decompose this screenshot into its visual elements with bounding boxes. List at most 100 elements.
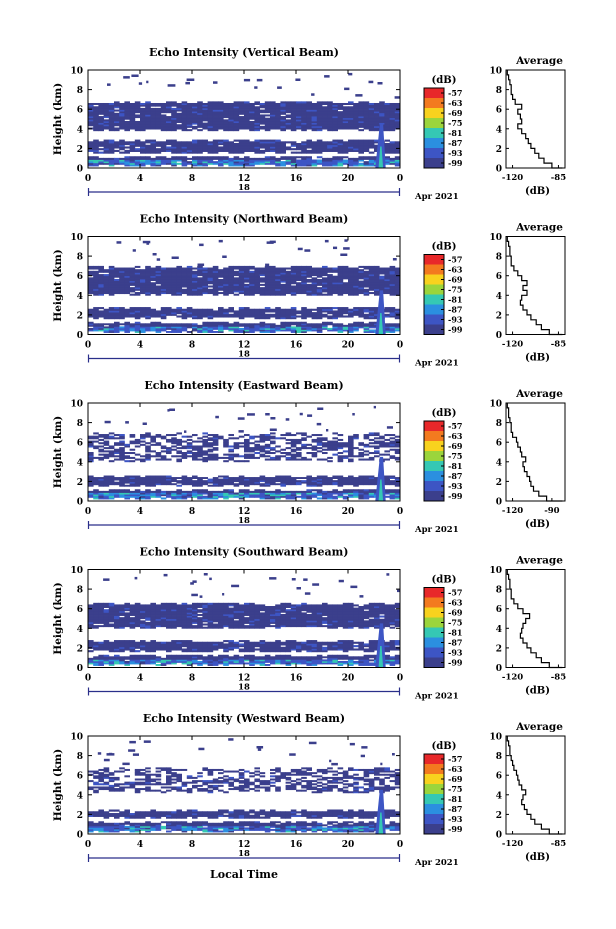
echo-cell — [108, 657, 115, 660]
echo-cell — [389, 161, 396, 164]
echo-cell — [311, 477, 318, 479]
echo-cell — [264, 490, 271, 493]
echo-cell — [358, 144, 364, 147]
echo-cell — [254, 143, 260, 146]
echo-cell — [155, 492, 162, 495]
echo-cell — [348, 102, 354, 106]
echo-cell — [93, 117, 99, 120]
echo-cell — [140, 659, 146, 662]
echo-cell — [134, 143, 141, 146]
echo-cell — [244, 117, 250, 120]
echo-cell — [181, 274, 188, 277]
echo-cell — [332, 477, 338, 479]
echo-cell — [150, 435, 156, 438]
echo-cell — [290, 450, 297, 453]
echo-cell — [108, 162, 115, 165]
echo-cell — [358, 458, 364, 461]
colorbar-tick-label: -69 — [448, 108, 463, 118]
echo-cell — [332, 432, 338, 435]
echo-cell — [140, 312, 146, 315]
echo-cell — [192, 156, 198, 159]
echo-cell — [171, 129, 177, 132]
echo-cell — [207, 288, 214, 291]
echo-cell — [160, 107, 167, 110]
echo-cell — [197, 458, 203, 461]
echo-cell — [259, 141, 266, 144]
echo-cell — [238, 323, 245, 326]
echo-cell — [316, 280, 323, 283]
echo-cell — [186, 162, 193, 165]
echo-cell — [285, 101, 292, 104]
echo-cell — [223, 149, 229, 152]
echo-cell — [384, 282, 390, 285]
echo-cell — [368, 438, 375, 441]
echo-cell — [337, 275, 344, 278]
echo-cell — [98, 269, 104, 272]
echo-cell — [316, 478, 323, 481]
echo-cell — [145, 483, 151, 486]
echo-cell — [389, 114, 396, 117]
echo-cell — [192, 280, 198, 283]
echo-cell — [218, 481, 224, 484]
echo-cell — [98, 265, 104, 268]
echo-cell — [363, 116, 370, 119]
echo-cell — [223, 456, 229, 459]
echo-cell — [93, 329, 99, 332]
echo-cell — [171, 141, 177, 144]
echo-cell — [228, 141, 234, 144]
echo-cell — [233, 104, 240, 107]
echo-cell — [353, 112, 359, 115]
echo-cell — [88, 492, 94, 495]
echo-cell — [254, 282, 260, 285]
echo-cell — [394, 111, 400, 114]
echo-cell — [311, 164, 318, 167]
echo-cell — [358, 164, 364, 167]
colorbar-swatch — [424, 421, 444, 432]
echo-cell — [280, 129, 286, 132]
echo-cell — [363, 157, 370, 160]
echo-cell — [218, 148, 224, 151]
echo-cell — [166, 125, 172, 128]
echo-cell — [311, 292, 318, 295]
echo-cell — [88, 321, 94, 324]
echo-cell — [119, 143, 125, 146]
echo-cell — [108, 280, 115, 283]
echo-cell — [379, 111, 385, 114]
echo-cell — [244, 293, 250, 296]
x-tick-label: 12 — [238, 174, 251, 184]
echo-cell — [244, 445, 250, 448]
echo-cell — [93, 109, 99, 112]
echo-cell — [244, 148, 250, 151]
echo-cell — [176, 480, 182, 483]
echo-cell — [264, 313, 271, 316]
echo-cell — [275, 317, 281, 320]
echo-cell — [280, 101, 286, 104]
echo-cell — [374, 144, 380, 147]
echo-cell — [223, 129, 229, 132]
echo-cell — [192, 111, 198, 114]
echo-cell — [290, 285, 297, 288]
echo-cell — [140, 495, 146, 498]
echo-cell — [379, 272, 385, 275]
echo-cell — [363, 141, 370, 144]
echo-cell — [88, 288, 94, 291]
echo-cell — [363, 492, 370, 495]
echo-cell — [207, 149, 214, 152]
echo-cell — [212, 434, 219, 437]
echo-cell — [389, 313, 396, 316]
echo-cell — [270, 270, 276, 273]
echo-cell — [327, 321, 333, 324]
echo-cell — [207, 278, 214, 281]
echo-cell — [192, 267, 198, 270]
echo-speck — [285, 418, 290, 421]
echo-cell — [103, 157, 110, 160]
echo-cell — [327, 492, 333, 495]
echo-cell — [358, 477, 364, 479]
echo-cell — [285, 475, 292, 478]
echo-cell — [342, 456, 349, 459]
echo-cell — [145, 272, 151, 275]
echo-cell — [290, 148, 297, 151]
average-x-tick-label: -85 — [551, 340, 566, 350]
echo-cell — [166, 282, 172, 285]
echo-cell — [176, 327, 182, 330]
